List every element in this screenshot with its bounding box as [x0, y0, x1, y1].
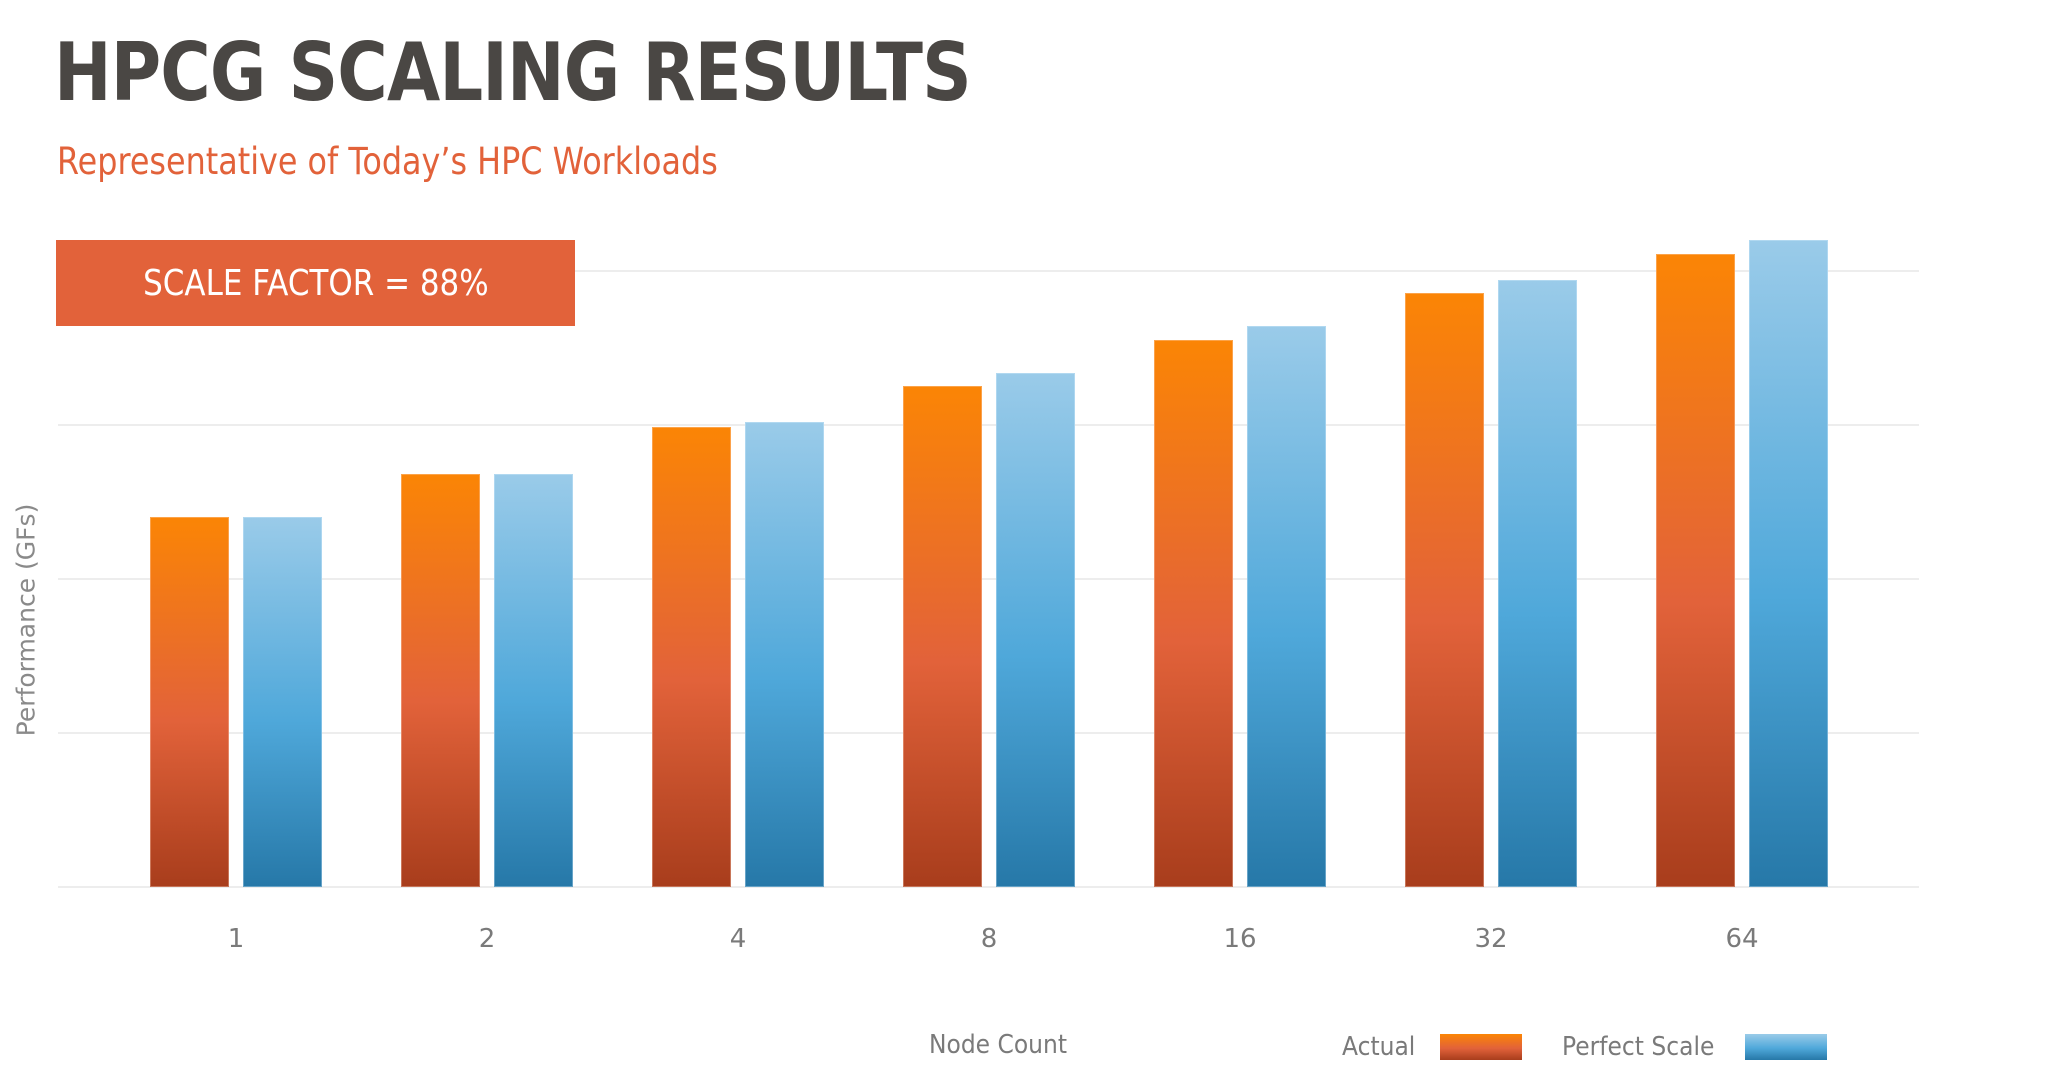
- x-tick-label: 16: [1223, 924, 1257, 954]
- x-tick-label: 4: [729, 924, 747, 954]
- gridline: [58, 424, 1919, 426]
- bar-perfect-scale-2: [494, 474, 573, 887]
- y-axis-label: Performance (GFs): [11, 503, 41, 737]
- gridline: [58, 732, 1919, 734]
- x-tick-label: 64: [1725, 924, 1759, 954]
- bar-perfect-scale-32: [1498, 280, 1577, 887]
- page-subtitle: Representative of Today’s HPC Workloads: [57, 140, 718, 183]
- legend-swatch-actual: [1440, 1034, 1522, 1060]
- bar-actual-1: [150, 517, 229, 887]
- x-axis-label: Node Count: [929, 1030, 1068, 1060]
- bar-perfect-scale-8: [996, 373, 1075, 887]
- legend-swatch-perfect-scale: [1745, 1034, 1827, 1060]
- bar-actual-8: [903, 386, 982, 887]
- bar-actual-32: [1405, 293, 1484, 887]
- bar-perfect-scale-16: [1247, 326, 1326, 887]
- bar-actual-16: [1154, 340, 1233, 887]
- x-axis-baseline: [58, 886, 1919, 888]
- bar-perfect-scale-4: [745, 422, 824, 887]
- bar-perfect-scale-64: [1749, 240, 1828, 887]
- gridline: [58, 270, 1919, 272]
- bar-actual-64: [1656, 254, 1735, 887]
- x-tick-label: 8: [980, 924, 998, 954]
- gridline: [58, 578, 1919, 580]
- bar-perfect-scale-1: [243, 517, 322, 887]
- bar-actual-2: [401, 474, 480, 887]
- page-title: HPCG SCALING RESULTS: [54, 26, 972, 119]
- scale-factor-callout: SCALE FACTOR = 88%: [56, 240, 575, 326]
- x-tick-label: 32: [1474, 924, 1508, 954]
- legend-label-perfect-scale: Perfect Scale: [1562, 1032, 1715, 1062]
- x-tick-label: 1: [227, 924, 245, 954]
- bar-actual-4: [652, 427, 731, 887]
- scale-factor-text: SCALE FACTOR = 88%: [142, 262, 489, 304]
- legend-label-actual: Actual: [1342, 1032, 1416, 1062]
- x-tick-label: 2: [478, 924, 496, 954]
